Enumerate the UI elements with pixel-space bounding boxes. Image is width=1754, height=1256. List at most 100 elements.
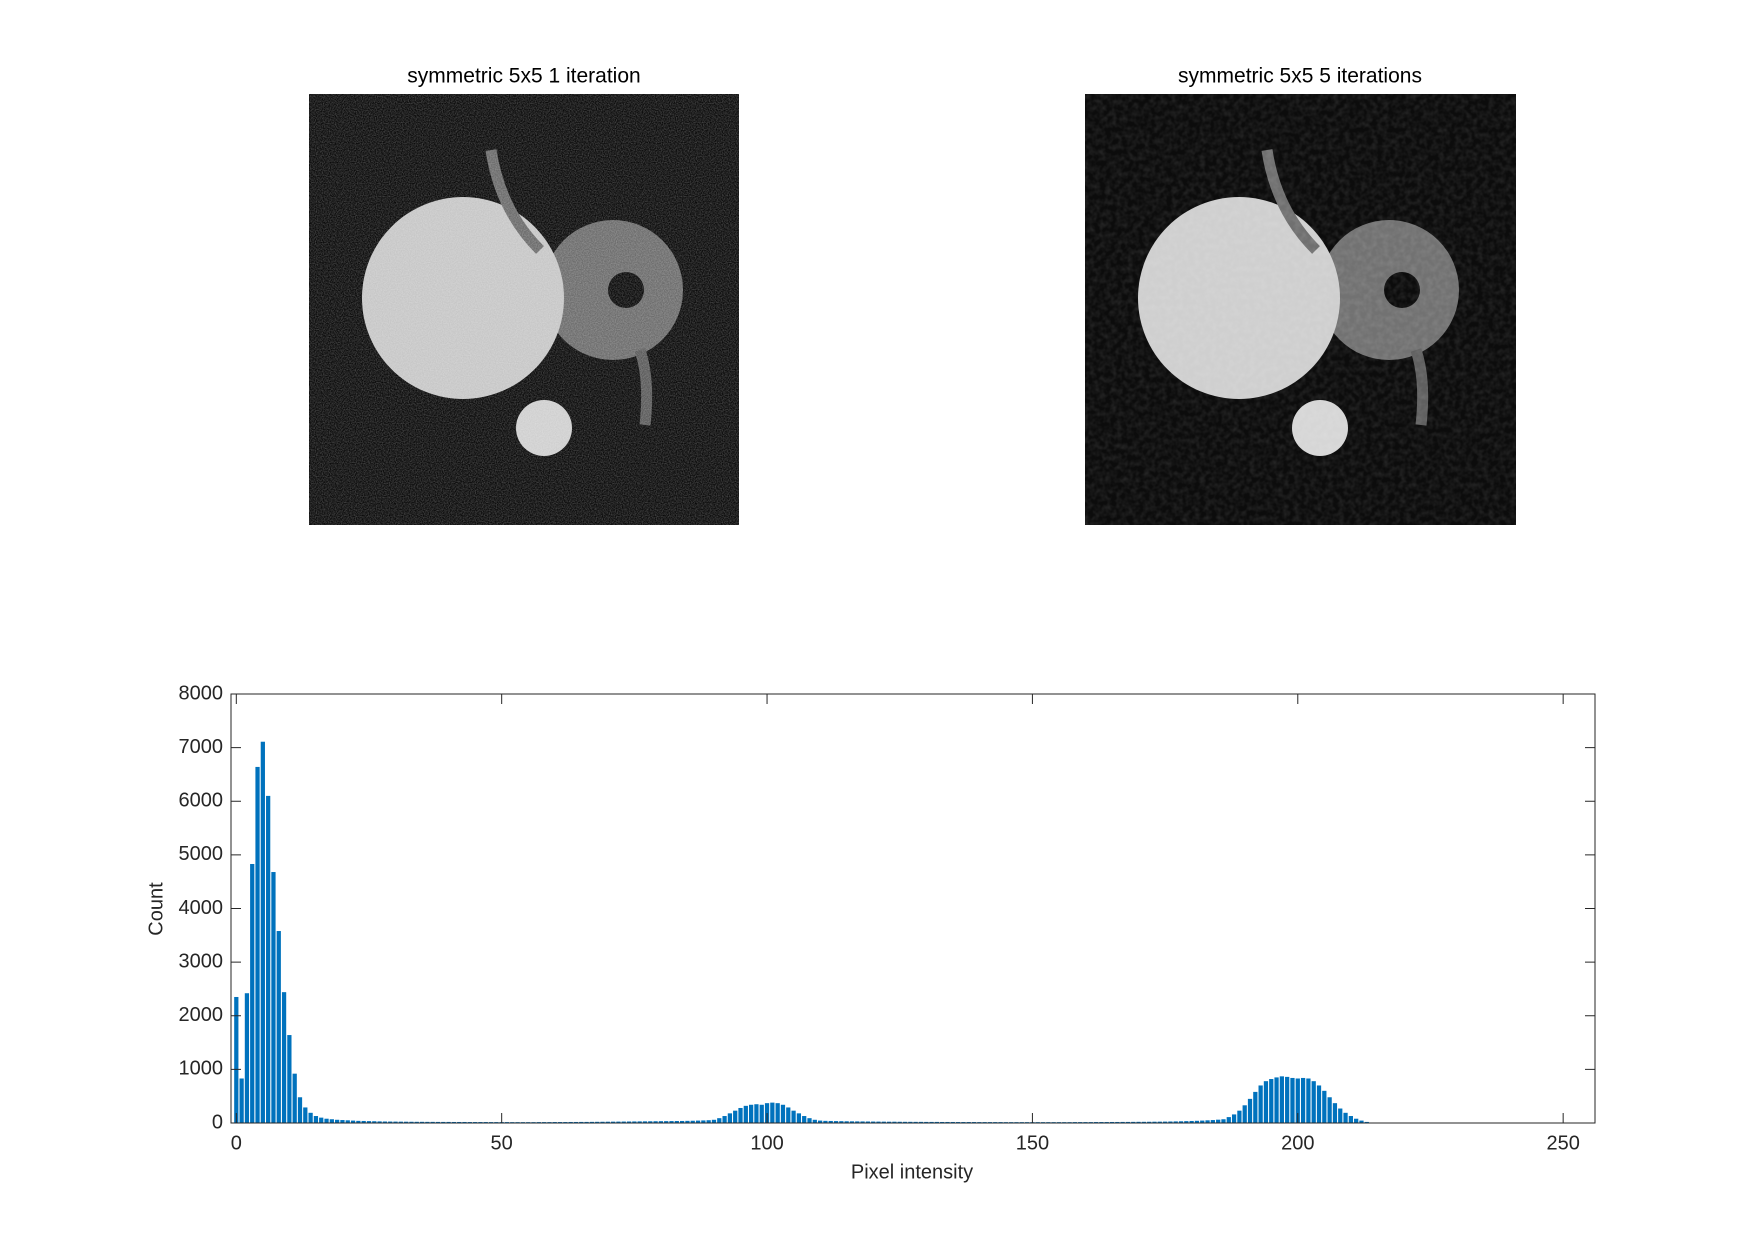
bar (356, 1120, 361, 1123)
bar (1194, 1120, 1200, 1123)
bar (908, 1121, 913, 1123)
y-tick-label: 1000 (179, 1058, 224, 1080)
bar (706, 1120, 711, 1123)
bar (372, 1121, 377, 1123)
bar (621, 1121, 626, 1123)
bar (281, 992, 287, 1123)
bar (605, 1121, 610, 1123)
y-tick-label: 7000 (179, 736, 224, 758)
bar (849, 1121, 855, 1123)
bar (1306, 1078, 1311, 1123)
bar (1242, 1105, 1247, 1123)
bar (239, 1078, 244, 1123)
bar (308, 1112, 313, 1123)
bar (733, 1110, 738, 1123)
bar (653, 1121, 658, 1123)
bar (340, 1120, 345, 1123)
bar (1162, 1121, 1168, 1123)
bar (297, 1097, 303, 1123)
bar (929, 1121, 934, 1123)
bar (664, 1121, 669, 1123)
bar (886, 1121, 892, 1123)
bar (743, 1105, 748, 1123)
bar (266, 795, 271, 1123)
bar (749, 1104, 754, 1123)
bar (802, 1116, 807, 1123)
x-tick-label: 0 (231, 1132, 242, 1154)
bar (313, 1116, 319, 1123)
bar (271, 872, 276, 1123)
bar (823, 1120, 828, 1123)
bar (388, 1121, 393, 1123)
bar (839, 1121, 844, 1123)
bar (695, 1120, 701, 1123)
bar (1290, 1077, 1295, 1123)
bar (717, 1118, 722, 1123)
bar (1131, 1121, 1136, 1123)
bar (393, 1121, 398, 1123)
bar (329, 1119, 334, 1123)
bar (1216, 1119, 1221, 1123)
bar (770, 1102, 775, 1123)
bar (1168, 1121, 1173, 1123)
bar (1354, 1118, 1359, 1123)
bar (924, 1121, 929, 1123)
bar (881, 1121, 886, 1123)
y-tick-label: 5000 (179, 843, 224, 865)
y-tick-label: 4000 (179, 897, 224, 919)
bar (871, 1121, 876, 1123)
axes-box (230, 693, 1596, 1124)
bar (1247, 1098, 1253, 1123)
bar (828, 1120, 833, 1123)
bar (1263, 1081, 1269, 1123)
bar (1115, 1121, 1120, 1123)
bar (658, 1121, 664, 1123)
bar (1364, 1121, 1369, 1123)
bar (913, 1121, 918, 1123)
bar (595, 1121, 600, 1123)
bar (345, 1120, 350, 1123)
bar (1173, 1121, 1178, 1123)
bar (626, 1121, 632, 1123)
bar (568, 1121, 573, 1123)
bar (775, 1103, 780, 1123)
bar (680, 1120, 685, 1123)
bar (409, 1121, 414, 1123)
bar (1141, 1121, 1146, 1123)
bar (637, 1121, 642, 1123)
bar (865, 1121, 871, 1123)
bar (600, 1121, 605, 1123)
bar (1311, 1081, 1316, 1123)
bar (950, 1121, 955, 1123)
bar (833, 1121, 839, 1123)
bar (711, 1119, 717, 1123)
bar (589, 1121, 595, 1123)
bar (817, 1120, 823, 1123)
bar (786, 1107, 791, 1123)
bar (303, 1107, 308, 1123)
bar (1200, 1120, 1205, 1123)
bar (738, 1107, 743, 1123)
bar (1348, 1116, 1353, 1123)
bar (1221, 1119, 1226, 1123)
bar (451, 1121, 457, 1123)
bar (1258, 1085, 1263, 1123)
bar (1152, 1121, 1157, 1123)
bar (250, 863, 255, 1123)
x-tick-label: 50 (491, 1132, 513, 1154)
bar (796, 1113, 802, 1123)
x-tick-label: 250 (1546, 1132, 1579, 1154)
bar (1300, 1077, 1306, 1123)
bar (462, 1121, 467, 1123)
bar (690, 1120, 695, 1123)
bar (897, 1121, 902, 1123)
bar (255, 766, 260, 1123)
bar (377, 1121, 382, 1123)
bar (611, 1121, 616, 1123)
bar (685, 1120, 690, 1123)
image-right (1085, 94, 1516, 525)
bar (940, 1121, 945, 1123)
bar (616, 1121, 621, 1123)
bar (404, 1121, 409, 1123)
x-tick-label: 200 (1281, 1132, 1314, 1154)
